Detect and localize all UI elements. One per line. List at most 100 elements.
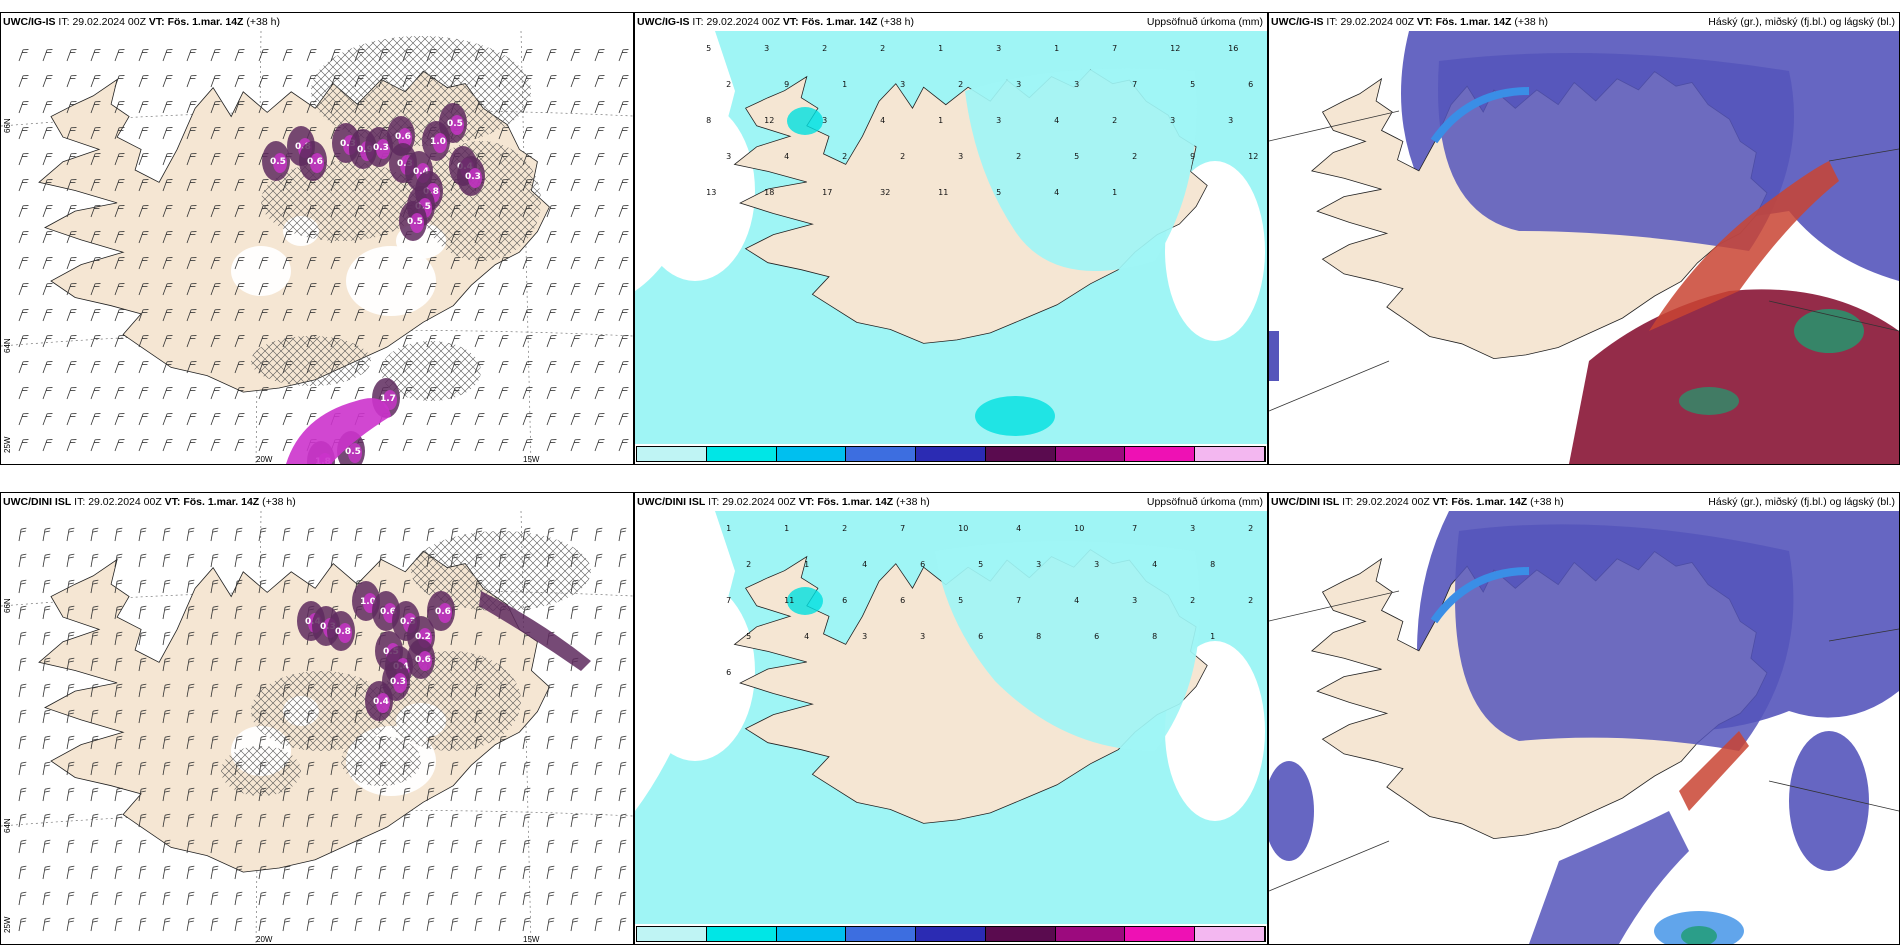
wind-barb (258, 761, 267, 776)
wind-barb (138, 631, 147, 646)
cloud-low-green (1679, 387, 1739, 415)
wind-barb (138, 205, 149, 218)
wind-barb (546, 527, 555, 542)
colorbar-segment (916, 447, 986, 461)
wind-barb (234, 657, 243, 672)
wind-barb (258, 917, 267, 932)
wind-barb (546, 153, 557, 166)
wind-barb (90, 865, 99, 880)
precip-value: 6 (726, 668, 731, 677)
wind-barb (18, 553, 27, 568)
wind-barb (570, 205, 581, 218)
wind-barb (474, 127, 485, 140)
wind-barb (18, 813, 27, 828)
wind-barb (138, 387, 149, 400)
wind-barb (570, 153, 581, 166)
wind-barb (210, 683, 219, 698)
wind-barb (186, 205, 197, 218)
wind-barb (522, 657, 531, 672)
wind-barb (90, 387, 101, 400)
wind-barb (138, 283, 149, 296)
wind-barb (138, 527, 147, 542)
wind-barb (282, 709, 291, 724)
wind-barb (90, 813, 99, 828)
wind-barb (234, 413, 245, 426)
wind-barb (162, 735, 171, 750)
wind-barb (234, 101, 245, 114)
precip-value: 3 (1132, 596, 1137, 605)
wind-barb (450, 813, 459, 828)
wind-barb (522, 127, 533, 140)
wind-barb (546, 387, 557, 400)
colorbar-label: 10 (707, 463, 716, 464)
colorbar-segment (637, 447, 707, 461)
wind-barb (570, 127, 581, 140)
wind-barb (618, 283, 629, 296)
wind-barb (114, 179, 125, 192)
lat-label-bottom: 25W (3, 436, 12, 453)
wind-barb (450, 335, 461, 348)
wind-barb (522, 813, 531, 828)
lon-label-15w: 15W (523, 935, 540, 944)
wind-barb (378, 761, 387, 776)
wind-barb (90, 735, 99, 750)
wind-barb (162, 361, 173, 374)
wind-barb (66, 101, 77, 114)
wind-barb (114, 605, 123, 620)
wind-barb (114, 205, 125, 218)
wind-barb (210, 335, 221, 348)
wind-barb (594, 309, 605, 322)
wind-barb (66, 75, 77, 88)
precip-value: 9 (784, 80, 789, 89)
precip-colorbar (636, 446, 1266, 462)
wind-barb (42, 75, 53, 88)
wind-barb (378, 309, 389, 322)
wind-barb (546, 75, 557, 88)
panel-dini-wind: UWC/DINI ISL IT: 29.02.2024 00Z VT: Fös.… (0, 492, 634, 945)
cloud-mid-edge (1649, 161, 1839, 331)
wind-barb (114, 631, 123, 646)
wind-barb (258, 283, 269, 296)
colorbar-segment (1195, 447, 1266, 461)
wind-barb (618, 813, 627, 828)
wind-barb (498, 813, 507, 828)
wind-barb (402, 579, 411, 594)
wind-barb (498, 361, 509, 374)
wind-barb (258, 787, 267, 802)
boundary-line (1269, 840, 1390, 892)
wind-barb (18, 49, 29, 62)
snow-band (286, 398, 391, 464)
wind-barb (426, 335, 437, 348)
wind-barb (66, 49, 77, 62)
wind-barb (330, 283, 341, 296)
wind-barb (450, 709, 459, 724)
precip-value: 7 (1132, 80, 1137, 89)
precip-value: 11 (938, 188, 948, 197)
precip-value: 2 (1248, 524, 1253, 533)
wind-barb (618, 75, 629, 88)
wind-barb (210, 761, 219, 776)
wind-barb (402, 413, 413, 426)
wind-barb (546, 657, 555, 672)
wind-barb (450, 683, 459, 698)
wind-barb (570, 413, 581, 426)
snow-value: 0.3 (465, 172, 481, 182)
wind-barb (546, 257, 557, 270)
wind-barb (498, 709, 507, 724)
wind-barb (522, 49, 533, 62)
panel-title: UWC/DINI ISL IT: 29.02.2024 00Z VT: Fös.… (1, 493, 633, 511)
wind-barb (138, 231, 149, 244)
wind-barb (330, 839, 339, 854)
colorbar-label: 75 (917, 463, 926, 464)
snow-value: 0.4 (373, 697, 389, 707)
wind-barb (522, 579, 531, 594)
wind-barb (210, 205, 221, 218)
precip-value: 2 (880, 44, 885, 53)
wind-barb (474, 49, 485, 62)
wind-barb (594, 413, 605, 426)
wind-barb (162, 839, 171, 854)
wind-barb (594, 891, 603, 906)
wind-barb (594, 839, 603, 854)
wind-barb (90, 127, 101, 140)
wind-barb (90, 917, 99, 932)
